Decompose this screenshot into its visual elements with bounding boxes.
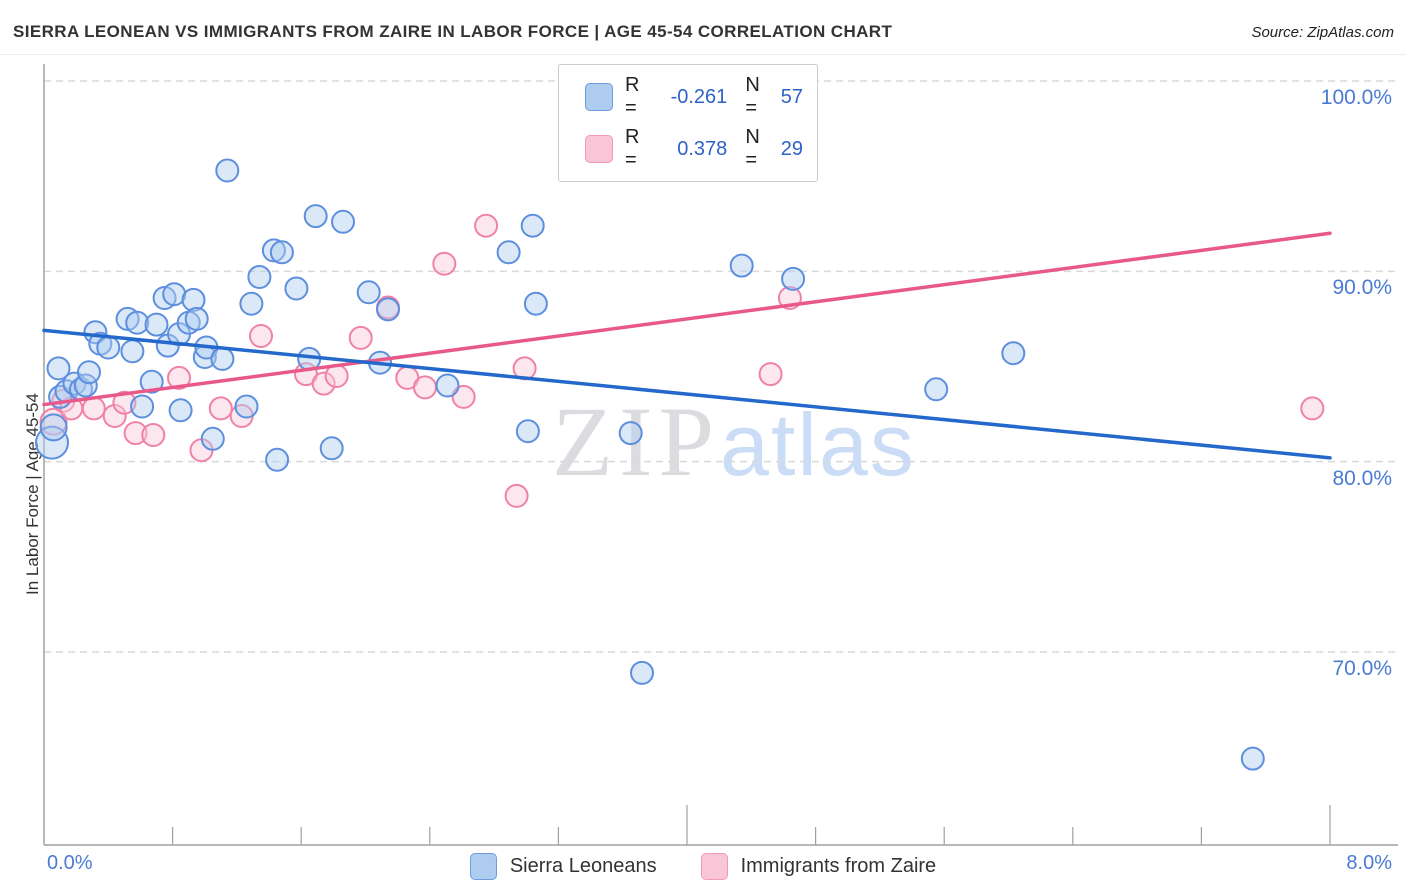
scatter-point-sierra-leoneans[interactable] (144, 312, 169, 337)
scatter-point-zaire[interactable] (249, 324, 273, 348)
r-label: R = (625, 74, 640, 119)
blue-series-swatch (585, 83, 613, 111)
scatter-point-zaire[interactable] (432, 251, 457, 276)
scatter-point-zaire[interactable] (758, 362, 783, 387)
scatter-point-zaire[interactable] (102, 404, 127, 428)
scatter-point-sierra-leoneans[interactable] (376, 297, 400, 322)
scatter-point-sierra-leoneans[interactable] (35, 425, 69, 460)
scatter-point-sierra-leoneans[interactable] (523, 291, 548, 316)
scatter-point-zaire[interactable] (112, 390, 137, 415)
scatter-point-sierra-leoneans[interactable] (781, 266, 806, 291)
scatter-point-zaire[interactable] (123, 421, 148, 446)
scatter-point-sierra-leoneans[interactable] (184, 306, 209, 331)
trend-line-zaire (42, 231, 1332, 407)
x-axis-max-label: 8.0% (1346, 852, 1392, 874)
r-label: R = (625, 126, 640, 171)
scatter-point-sierra-leoneans[interactable] (200, 426, 225, 451)
scatter-point-sierra-leoneans[interactable] (1240, 746, 1265, 771)
scatter-point-sierra-leoneans[interactable] (39, 413, 68, 442)
r-value-blue: -0.261 (670, 85, 728, 108)
scatter-point-sierra-leoneans[interactable] (520, 213, 545, 238)
legend-item-zaire[interactable]: Immigrants from Zaire (700, 852, 937, 880)
scatter-point-sierra-leoneans[interactable] (303, 204, 328, 229)
n-value-blue: 57 (780, 85, 803, 108)
scatter-point-sierra-leoneans[interactable] (261, 238, 286, 263)
r-value-pink: 0.378 (677, 137, 728, 160)
scatter-point-sierra-leoneans[interactable] (1001, 341, 1026, 366)
scatter-point-sierra-leoneans[interactable] (496, 240, 521, 265)
watermark-atlas: atlas (720, 395, 916, 494)
blue-series-swatch (469, 852, 497, 880)
y-tick-label: 70.0% (1332, 656, 1392, 680)
scatter-point-zaire[interactable] (504, 483, 529, 508)
x-axis-min-label: 0.0% (47, 852, 93, 874)
legend-row-zaire: R = 0.378 N = 29 (585, 126, 803, 172)
pink-series-swatch (700, 852, 728, 880)
scatter-point-sierra-leoneans[interactable] (46, 356, 71, 381)
series-legend: Sierra Leoneans Immigrants from Zaire (0, 848, 1406, 884)
scatter-point-zaire[interactable] (141, 423, 166, 447)
legend-label: Sierra Leoneans (509, 854, 657, 877)
correlation-legend: R = -0.261 N = 57 R = 0.378 N = 29 (558, 64, 818, 182)
scatter-point-sierra-leoneans[interactable] (515, 419, 540, 444)
scatter-point-sierra-leoneans[interactable] (729, 253, 754, 278)
scatter-point-sierra-leoneans[interactable] (247, 265, 272, 289)
scatter-point-sierra-leoneans[interactable] (168, 398, 193, 423)
scatter-point-zaire[interactable] (474, 213, 499, 238)
header-divider (0, 54, 1406, 55)
scatter-point-zaire[interactable] (413, 375, 437, 400)
page-title: SIERRA LEONEAN VS IMMIGRANTS FROM ZAIRE … (13, 22, 893, 41)
legend-label: Immigrants from Zaire (740, 854, 937, 877)
n-value-pink: 29 (780, 137, 803, 160)
scatter-point-zaire[interactable] (167, 365, 191, 390)
scatter-point-sierra-leoneans[interactable] (239, 291, 264, 316)
scatter-point-sierra-leoneans[interactable] (265, 447, 290, 472)
trend-line-sierra-leoneans (42, 328, 1332, 460)
scatter-point-sierra-leoneans[interactable] (125, 310, 150, 335)
scatter-point-sierra-leoneans[interactable] (284, 276, 309, 301)
scatter-point-sierra-leoneans[interactable] (435, 373, 460, 398)
y-tick-label: 90.0% (1332, 276, 1392, 300)
y-tick-label: 100.0% (1320, 86, 1392, 109)
scatter-point-sierra-leoneans[interactable] (630, 660, 654, 685)
scatter-point-sierra-leoneans[interactable] (356, 280, 381, 305)
pink-series-swatch (585, 135, 613, 163)
scatter-point-sierra-leoneans[interactable] (77, 360, 101, 385)
scatter-point-sierra-leoneans[interactable] (210, 346, 235, 371)
scatter-point-sierra-leoneans[interactable] (139, 369, 164, 394)
scatter-point-zaire[interactable] (1300, 396, 1325, 421)
scatter-point-sierra-leoneans[interactable] (618, 421, 643, 446)
scatter-point-sierra-leoneans[interactable] (331, 209, 355, 234)
scatter-point-sierra-leoneans[interactable] (96, 335, 121, 360)
scatter-point-sierra-leoneans[interactable] (120, 339, 145, 364)
scatter-point-sierra-leoneans[interactable] (215, 158, 240, 183)
scatter-point-sierra-leoneans[interactable] (269, 240, 294, 265)
scatter-point-sierra-leoneans[interactable] (319, 436, 344, 461)
zipatlas-watermark: ZIPatlas (552, 392, 916, 492)
watermark-zip: ZIP (552, 386, 720, 497)
scatter-point-zaire[interactable] (208, 396, 233, 421)
scatter-point-zaire[interactable] (451, 384, 476, 409)
legend-row-sierra-leoneans: R = -0.261 N = 57 (585, 74, 803, 120)
n-label: N = (745, 126, 760, 171)
scatter-point-sierra-leoneans[interactable] (130, 394, 155, 419)
scatter-point-zaire[interactable] (348, 325, 373, 350)
scatter-point-zaire[interactable] (311, 371, 336, 396)
y-tick-label: 80.0% (1332, 466, 1392, 490)
scatter-point-sierra-leoneans[interactable] (234, 394, 259, 419)
source-attribution: Source: ZipAtlas.com (1251, 24, 1394, 41)
n-label: N = (745, 74, 760, 119)
scatter-point-sierra-leoneans[interactable] (924, 377, 949, 402)
scatter-point-sierra-leoneans[interactable] (181, 287, 206, 312)
legend-item-sierra-leoneans[interactable]: Sierra Leoneans (469, 852, 657, 880)
